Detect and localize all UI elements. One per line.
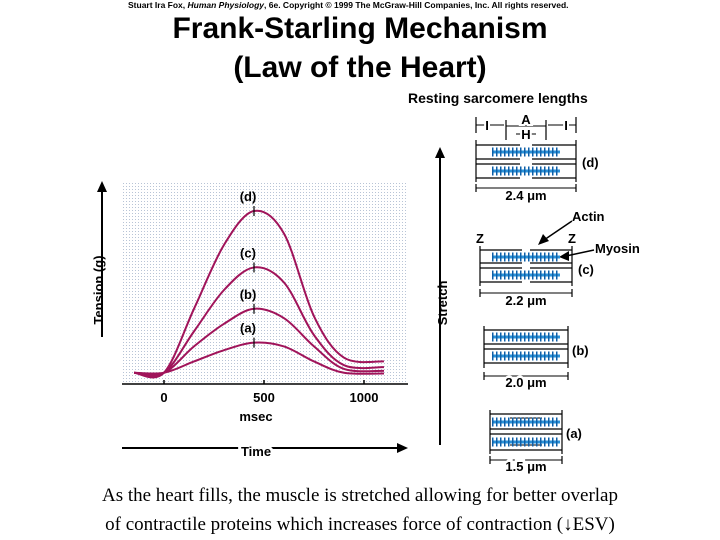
sarcomere-c: (c) 2.2 μm bbox=[479, 246, 594, 311]
actin-label: Actin bbox=[572, 209, 605, 224]
sarcomere-d: (d) 2.4 μm bbox=[475, 140, 599, 206]
time-axis-label: Time bbox=[241, 444, 271, 459]
myosin-pointer-line bbox=[565, 249, 595, 257]
credit-author: Stuart Ira Fox, bbox=[128, 0, 188, 10]
x-axis-unit-label: msec bbox=[239, 409, 272, 424]
credit-rest: , 6e. Copyright © 1999 The McGraw-Hill C… bbox=[264, 0, 569, 10]
z-label-left: Z bbox=[476, 231, 484, 246]
x-tick-label-1: 500 bbox=[253, 390, 275, 405]
sarcomere-label-c: (c) bbox=[578, 262, 594, 277]
sarcomere-label-d: (d) bbox=[582, 155, 599, 170]
filament-labels: Actin Z Z Myosin bbox=[476, 209, 640, 261]
copyright-credit: Stuart Ira Fox, Human Physiology, 6e. Co… bbox=[128, 0, 569, 10]
page-subtitle: (Law of the Heart) bbox=[233, 51, 487, 84]
band-i-left-label: I bbox=[485, 118, 489, 133]
tension-arrow-head bbox=[97, 181, 107, 192]
sarcomere-length-c: 2.2 μm bbox=[505, 293, 546, 308]
curve-label-b: (b) bbox=[240, 287, 257, 302]
tension-chart: Tension (g) 0 500 1000 msec Time (a) (b)… bbox=[91, 181, 408, 462]
band-h-label: H bbox=[521, 127, 530, 142]
sarcomere-label-a: (a) bbox=[566, 426, 582, 441]
credit-book: Human Physiology bbox=[187, 0, 265, 10]
z-label-right: Z bbox=[568, 231, 576, 246]
band-labels: I A H I bbox=[475, 110, 577, 144]
chart-plot-area bbox=[122, 182, 408, 384]
sarcomere-heading: Resting sarcomere lengths bbox=[408, 90, 588, 106]
x-ticks: 0 500 1000 bbox=[160, 380, 378, 405]
sarcomere-b: (b) 2.0 μm bbox=[483, 326, 589, 393]
curve-label-d: (d) bbox=[240, 189, 257, 204]
stretch-axis-label: Stretch bbox=[435, 281, 450, 326]
page-title: Frank-Starling Mechanism bbox=[172, 12, 548, 45]
myosin-pointer-head bbox=[559, 251, 569, 261]
curve-label-c: (c) bbox=[240, 245, 256, 260]
sarcomere-a: (a) 1.5 μm bbox=[489, 410, 582, 477]
x-tick-label-2: 1000 bbox=[350, 390, 379, 405]
band-i-right-label: I bbox=[564, 118, 568, 133]
sarcomere-length-a: 1.5 μm bbox=[505, 459, 546, 474]
sarcomere-panel: Resting sarcomere lengths Stretch I A H … bbox=[408, 90, 640, 477]
sarcomere-label-b: (b) bbox=[572, 343, 589, 358]
y-axis-label: Tension (g) bbox=[91, 255, 106, 324]
curve-label-a: (a) bbox=[240, 321, 256, 336]
sarcomere-length-d: 2.4 μm bbox=[505, 188, 546, 203]
caption-line-2: of contractile proteins which increases … bbox=[105, 514, 615, 535]
caption-line-1: As the heart fills, the muscle is stretc… bbox=[101, 485, 618, 506]
time-arrow-head bbox=[397, 443, 408, 453]
myosin-label: Myosin bbox=[595, 241, 640, 256]
sarcomere-length-b: 2.0 μm bbox=[505, 375, 546, 390]
stretch-arrow-head bbox=[435, 147, 445, 158]
actin-pointer-line bbox=[543, 220, 573, 241]
actin-pointer-head bbox=[538, 234, 549, 245]
band-a-label: A bbox=[521, 112, 531, 127]
x-tick-label-0: 0 bbox=[160, 390, 167, 405]
